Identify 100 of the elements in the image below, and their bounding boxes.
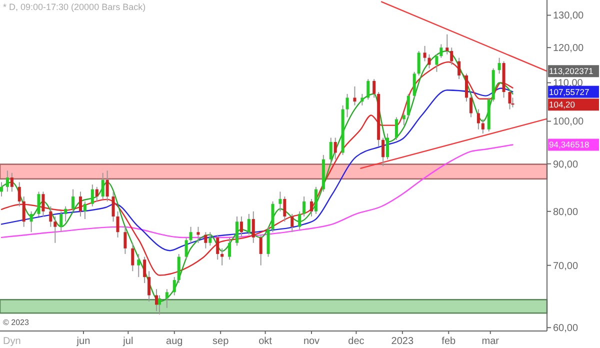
candlestick xyxy=(78,191,82,217)
candlestick xyxy=(508,90,512,110)
y-tick-label: 90,00 xyxy=(553,159,578,170)
candlestick xyxy=(49,206,52,228)
candlestick xyxy=(435,54,438,72)
candlestick xyxy=(298,210,302,230)
candlestick xyxy=(137,253,140,278)
y-tick-label: 100,00 xyxy=(553,116,584,128)
candlestick xyxy=(302,196,306,217)
candlestick xyxy=(450,47,454,66)
candlestick xyxy=(116,210,120,238)
candlestick xyxy=(247,213,250,236)
candlestick xyxy=(458,57,461,80)
candlestick xyxy=(446,34,449,55)
x-tick-label: okt xyxy=(258,336,272,347)
candlestick xyxy=(372,78,376,98)
candlestick xyxy=(465,73,468,102)
candlestick xyxy=(412,71,416,98)
chart-title: * D, 09:00-17:30 (20000 Bars Back) xyxy=(3,2,146,12)
candlestick xyxy=(155,288,158,312)
y-tick-label: 60,00 xyxy=(553,323,578,334)
candlestick xyxy=(283,196,286,222)
candlestick xyxy=(101,172,104,200)
candlestick xyxy=(314,186,318,214)
candlestick xyxy=(423,45,426,62)
text: 107,55727 xyxy=(549,86,590,97)
candlestick xyxy=(208,232,212,246)
candlestick xyxy=(402,112,406,126)
candlestick xyxy=(0,182,3,198)
candlestick xyxy=(240,216,243,238)
candlestick xyxy=(172,276,176,296)
candlestick xyxy=(37,191,40,217)
candlestick xyxy=(143,256,146,284)
x-tick-label: feb xyxy=(442,336,456,347)
y-tick-label: 130,00 xyxy=(553,10,584,22)
candlestick xyxy=(177,253,180,284)
candlestick xyxy=(106,170,109,202)
candlestick xyxy=(158,294,161,315)
candlestick xyxy=(6,170,9,192)
candlestick xyxy=(131,242,134,272)
candlestick xyxy=(112,191,115,222)
candlestick xyxy=(90,184,94,207)
candlestick xyxy=(83,200,86,220)
candlestick xyxy=(184,236,188,260)
x-tick-label: mar xyxy=(482,336,500,347)
candlestick xyxy=(394,116,398,140)
candlestick xyxy=(95,186,98,202)
y-tick-label: 70,00 xyxy=(553,260,578,272)
candlestick xyxy=(353,86,356,106)
candlestick xyxy=(334,137,337,160)
candlestick xyxy=(30,210,33,233)
text: 94,346518 xyxy=(549,140,590,150)
candlestick xyxy=(18,182,21,207)
candlestick xyxy=(124,226,127,254)
candlestick xyxy=(310,198,314,217)
candlestick xyxy=(60,210,63,233)
candlestick xyxy=(259,234,262,266)
candlestick xyxy=(228,236,232,260)
candlestick xyxy=(440,44,443,58)
candlestick xyxy=(476,108,480,130)
x-tick-label: 2023 xyxy=(391,336,414,347)
candlestick xyxy=(165,288,168,308)
candlestick xyxy=(10,172,14,192)
candlestick xyxy=(346,93,349,118)
candlestick xyxy=(360,93,364,106)
text: 104,20 xyxy=(549,100,576,110)
candlestick xyxy=(148,270,151,302)
candlestick xyxy=(417,50,420,76)
line-series xyxy=(0,144,514,238)
candlestick xyxy=(216,234,220,260)
candlestick xyxy=(386,133,390,160)
candlestick xyxy=(498,57,501,74)
x-tick-label: nov xyxy=(303,336,320,347)
candlestick xyxy=(278,191,282,212)
line-series xyxy=(0,88,514,252)
candlestick xyxy=(204,232,208,249)
candlestick xyxy=(329,137,332,164)
text: Dyn xyxy=(3,336,21,347)
candlestick xyxy=(406,93,410,118)
candlestick xyxy=(196,226,200,244)
x-tick-label: jun xyxy=(76,336,90,347)
x-tick-label: aug xyxy=(166,336,183,347)
candlestick xyxy=(54,216,57,244)
candlestick xyxy=(382,137,385,167)
candlestick xyxy=(252,210,255,244)
candlestick xyxy=(220,248,224,266)
candlestick xyxy=(64,206,68,222)
x-tick-label: sep xyxy=(212,336,230,347)
candlestick xyxy=(235,216,238,246)
annotation: © 2023 xyxy=(3,318,30,327)
y-tick-label: 120,00 xyxy=(553,43,584,54)
candlestick xyxy=(290,213,294,233)
x-tick-label: jul xyxy=(122,336,134,347)
candlestick xyxy=(469,95,472,118)
candlestick xyxy=(366,78,370,100)
candlestick xyxy=(22,196,26,228)
text: 113,202371 xyxy=(549,66,594,76)
candlestick xyxy=(481,118,484,134)
candlestick xyxy=(72,188,75,212)
candlestick xyxy=(42,191,45,217)
